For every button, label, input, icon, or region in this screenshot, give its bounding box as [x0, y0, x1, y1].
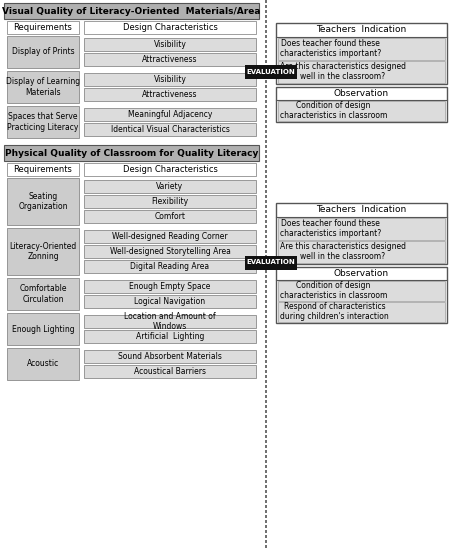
Text: Acoustic: Acoustic — [27, 360, 59, 368]
Text: Respond of characteristics
during children's interaction: Respond of characteristics during childr… — [280, 302, 389, 321]
Bar — [84, 21, 256, 34]
Bar — [84, 315, 256, 328]
Text: Teachers  Indication: Teachers Indication — [316, 25, 407, 34]
Bar — [84, 73, 256, 86]
Text: Comfort: Comfort — [155, 212, 185, 221]
Text: Observation: Observation — [334, 268, 389, 278]
Bar — [245, 65, 297, 79]
Text: Condition of design
characteristics in classroom: Condition of design characteristics in c… — [280, 101, 387, 120]
Text: Artificial  Lighting: Artificial Lighting — [136, 332, 204, 341]
Bar — [7, 36, 79, 68]
Bar — [278, 280, 445, 300]
Text: Observation: Observation — [334, 89, 389, 97]
Text: Design Characteristics: Design Characteristics — [123, 165, 217, 174]
Text: Condition of design
characteristics in classroom: Condition of design characteristics in c… — [280, 281, 387, 300]
Bar — [7, 178, 79, 225]
Bar — [276, 23, 447, 84]
Bar — [84, 280, 256, 293]
Bar — [84, 350, 256, 363]
Bar — [84, 195, 256, 208]
Text: Physical Quality of Classroom for Quality Literacy: Physical Quality of Classroom for Qualit… — [5, 148, 258, 157]
Text: Acoustical Barriers: Acoustical Barriers — [134, 367, 206, 376]
Text: Teachers  Indication: Teachers Indication — [316, 205, 407, 214]
Text: Seating
Organization: Seating Organization — [18, 192, 68, 211]
Bar — [84, 295, 256, 308]
Text: Are this characteristics designed
well in the classroom?: Are this characteristics designed well i… — [280, 62, 406, 81]
Text: Identical Visual Characteristics: Identical Visual Characteristics — [110, 125, 230, 134]
Bar — [245, 256, 297, 270]
Text: Variety: Variety — [156, 182, 184, 191]
Bar — [84, 163, 256, 176]
Text: Well-designed Reading Corner: Well-designed Reading Corner — [112, 232, 228, 241]
Bar — [278, 37, 445, 59]
Bar — [84, 38, 256, 51]
Bar — [84, 180, 256, 193]
Text: Enough Lighting: Enough Lighting — [12, 324, 74, 333]
Text: Sound Absorbent Materials: Sound Absorbent Materials — [118, 352, 222, 361]
Text: EVALUATION: EVALUATION — [247, 260, 295, 266]
Text: Flexibility: Flexibility — [152, 197, 189, 206]
Bar — [7, 163, 79, 176]
Bar — [7, 71, 79, 103]
Text: EVALUATION: EVALUATION — [247, 69, 295, 75]
Bar — [278, 301, 445, 322]
Text: Requirements: Requirements — [14, 23, 73, 32]
Bar — [278, 101, 445, 120]
Text: Display of Prints: Display of Prints — [12, 47, 74, 57]
Text: Are this characteristics designed
well in the classroom?: Are this characteristics designed well i… — [280, 242, 406, 261]
Text: Visibility: Visibility — [153, 75, 186, 84]
Bar — [7, 313, 79, 345]
Text: Does teacher found these
characteristics important?: Does teacher found these characteristics… — [280, 39, 381, 58]
Text: Meaningful Adjacency: Meaningful Adjacency — [128, 110, 212, 119]
Text: Does teacher found these
characteristics important?: Does teacher found these characteristics… — [280, 219, 381, 238]
Bar — [84, 53, 256, 66]
Bar — [4, 145, 259, 161]
Bar — [278, 60, 445, 82]
Text: Digital Reading Area: Digital Reading Area — [130, 262, 210, 271]
Bar — [84, 245, 256, 258]
Text: Enough Empty Space: Enough Empty Space — [129, 282, 211, 291]
Text: Logical Navigation: Logical Navigation — [134, 297, 206, 306]
Text: Visual Quality of Literacy-Oriented  Materials/Area: Visual Quality of Literacy-Oriented Mate… — [2, 7, 261, 15]
Text: Attractiveness: Attractiveness — [142, 90, 198, 99]
Text: Location and Amount of
Windows: Location and Amount of Windows — [124, 312, 216, 331]
Bar — [84, 108, 256, 121]
Text: Display of Learning
Materials: Display of Learning Materials — [6, 78, 80, 97]
Bar — [276, 267, 447, 322]
Bar — [7, 106, 79, 138]
Bar — [7, 278, 79, 310]
Bar — [276, 86, 447, 122]
Bar — [84, 260, 256, 273]
Text: Requirements: Requirements — [14, 165, 73, 174]
Bar — [7, 21, 79, 34]
Text: Literacy-Oriented
Zonning: Literacy-Oriented Zonning — [9, 242, 77, 261]
Bar — [276, 202, 447, 263]
Text: Spaces that Serve
Practicing Literacy: Spaces that Serve Practicing Literacy — [7, 112, 78, 131]
Text: Design Characteristics: Design Characteristics — [123, 23, 217, 32]
Bar — [278, 240, 445, 262]
Bar — [7, 348, 79, 380]
Bar — [84, 365, 256, 378]
Bar — [84, 210, 256, 223]
Text: Visibility: Visibility — [153, 40, 186, 49]
Bar — [7, 228, 79, 275]
Bar — [84, 230, 256, 243]
Bar — [84, 123, 256, 136]
Bar — [84, 88, 256, 101]
Bar — [84, 330, 256, 343]
Text: Comfortable
Circulation: Comfortable Circulation — [19, 284, 67, 304]
Text: Attractiveness: Attractiveness — [142, 55, 198, 64]
Bar — [278, 217, 445, 239]
Text: Well-designed Storytelling Area: Well-designed Storytelling Area — [110, 247, 230, 256]
Bar — [4, 3, 259, 19]
